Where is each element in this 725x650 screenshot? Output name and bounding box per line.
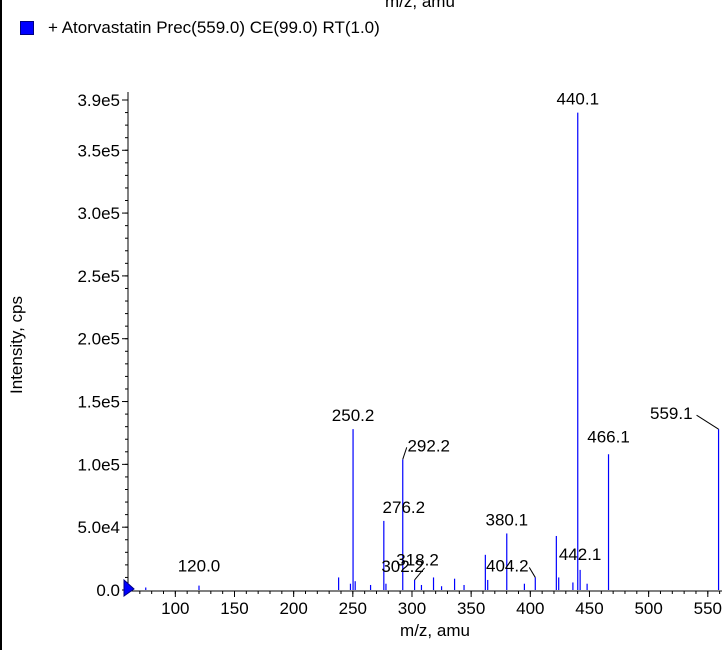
peak-label: 318.2: [396, 550, 439, 569]
peak-label: 276.2: [383, 498, 426, 517]
peak-label: 404.2: [486, 556, 529, 575]
x-tick-label: 250: [339, 599, 367, 618]
y-tick-label: 1.0e5: [77, 455, 120, 474]
y-tick-label: 3.0e5: [77, 204, 120, 223]
baseline-marker: [123, 578, 135, 597]
peak-label: 559.1: [650, 404, 693, 423]
y-tick-label: 2.5e5: [77, 267, 120, 286]
x-tick-label: 150: [220, 599, 248, 618]
legend-label: + Atorvastatin Prec(559.0) CE(99.0) RT(1…: [48, 18, 380, 37]
x-tick-label: 550: [694, 599, 722, 618]
annotation-leader: [696, 414, 719, 430]
y-tick-label: 3.5e5: [77, 141, 120, 160]
x-tick-label: 500: [634, 599, 662, 618]
legend-swatch: [20, 21, 34, 35]
annotation-leader: [528, 567, 536, 578]
left-panel-border: [0, 0, 2, 650]
y-tick-label: 1.5e5: [77, 393, 120, 412]
chart-legend: + Atorvastatin Prec(559.0) CE(99.0) RT(1…: [20, 18, 380, 38]
x-tick-label: 300: [398, 599, 426, 618]
x-tick-label: 200: [279, 599, 307, 618]
peak-label: 250.2: [332, 406, 375, 425]
x-tick-label: 350: [457, 599, 485, 618]
y-tick-label: 2.0e5: [77, 330, 120, 349]
y-tick-label: 3.9e5: [77, 91, 120, 110]
peak-label: 380.1: [485, 510, 528, 529]
y-tick-label: 5.0e4: [77, 518, 120, 537]
peak-label: 440.1: [556, 90, 599, 109]
y-axis-label: Intensity, cps: [7, 296, 26, 394]
peak-label: 302.2: [381, 557, 424, 576]
peak-label: 120.0: [178, 557, 221, 576]
peak-label: 442.1: [559, 545, 602, 564]
annotation-leader: [414, 567, 425, 581]
annotation-leader: [402, 447, 408, 460]
x-axis-label: m/z, amu: [400, 621, 470, 640]
x-tick-label: 100: [161, 599, 189, 618]
x-tick-label: 450: [575, 599, 603, 618]
x-tick-label: 400: [516, 599, 544, 618]
top-x-axis-label: m/z, amu: [385, 0, 455, 11]
peak-label: 292.2: [407, 436, 450, 455]
peak-label: 466.1: [587, 427, 630, 446]
y-tick-label: 0.0: [96, 581, 120, 600]
